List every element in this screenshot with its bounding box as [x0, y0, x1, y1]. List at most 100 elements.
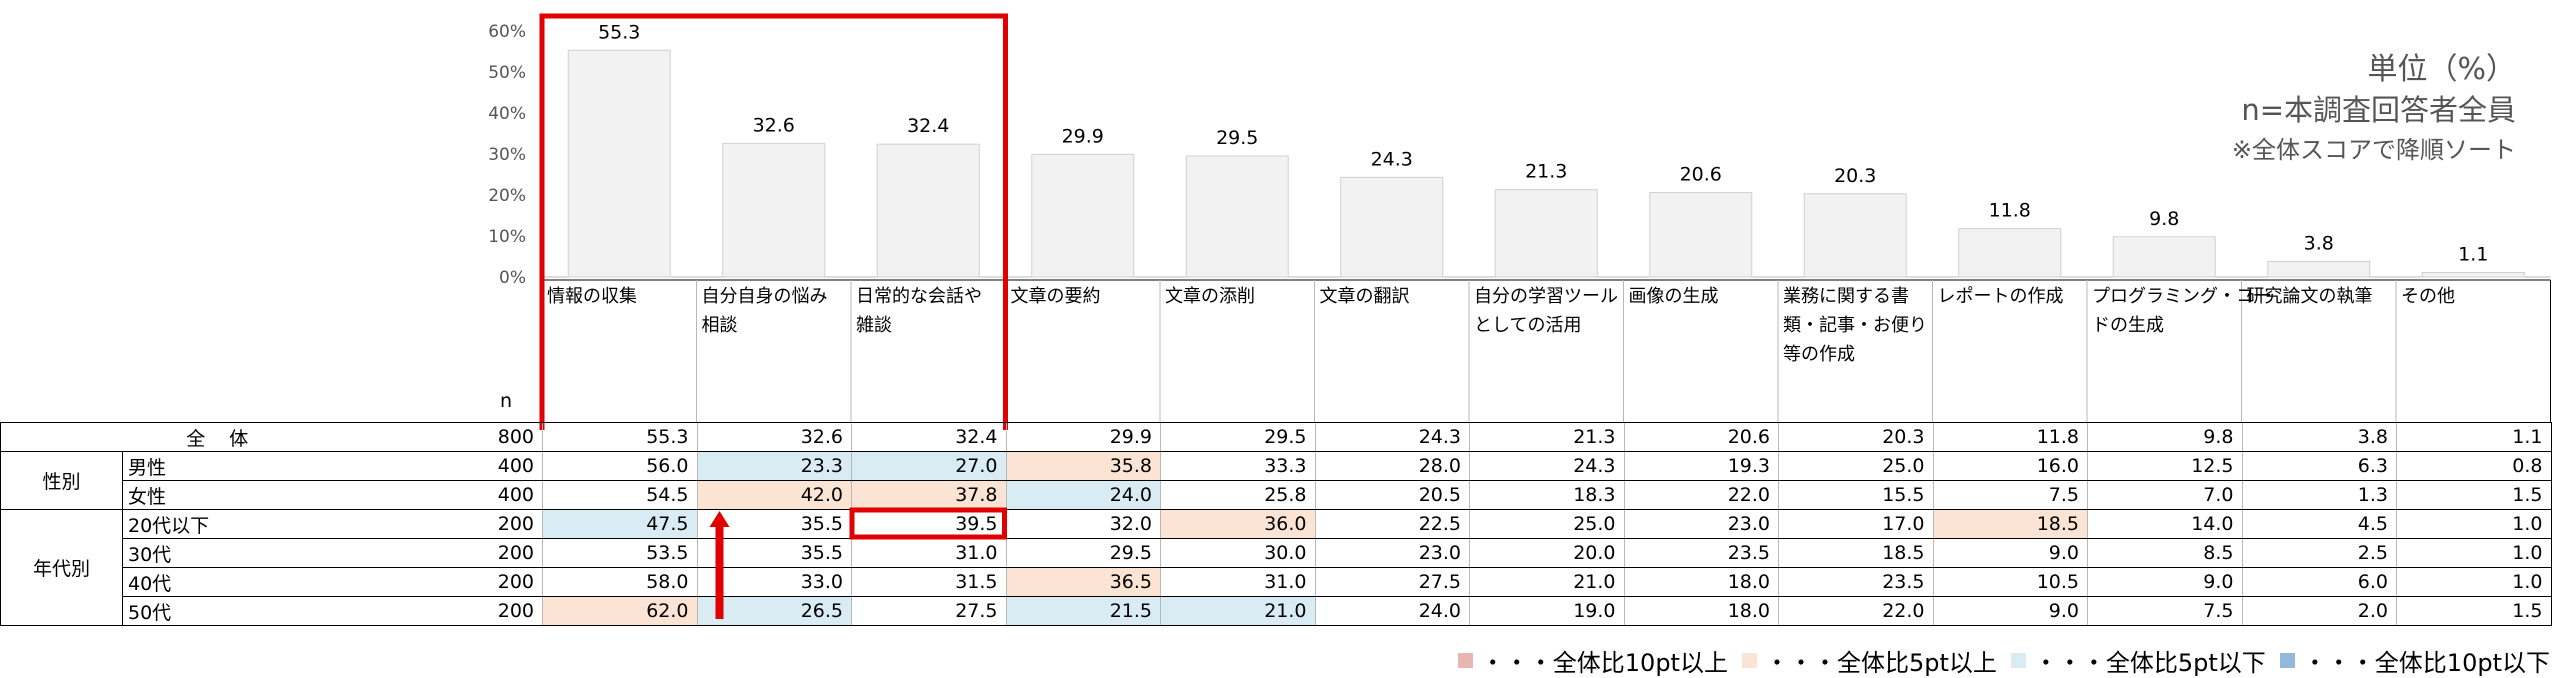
bar [1649, 192, 1753, 278]
legend-swatch [2010, 653, 2026, 668]
category-label: 自分自身の悩み [702, 286, 828, 307]
category-label: その他 [2401, 286, 2455, 307]
table-cell: 1.5 [2396, 596, 2552, 626]
table-cell: 1.0 [2396, 567, 2552, 597]
table-cell: 27.0 [851, 451, 1006, 481]
table-cell: 1.0 [2396, 509, 2552, 539]
legend-label: ・・・全体比10pt以下 [2302, 649, 2550, 677]
table-cell: 8.5 [2087, 538, 2242, 568]
legend-swatch [2279, 653, 2295, 668]
table-cell: 20.3 [1778, 422, 1933, 452]
category-label: 自分の学習ツール [1474, 286, 1618, 307]
table-row: 女性 400 54.5 42.0 37.8 24.0 25.8 20.5 18.3 22.0 15.… [1, 480, 2552, 510]
row-sub-label: 30代 [122, 538, 458, 568]
table-cell: 56.0 [542, 451, 697, 481]
table-cell: 4.5 [2241, 509, 2397, 539]
row-n-value: 200 [457, 538, 543, 568]
table-cell: 18.5 [1932, 509, 2088, 539]
table-cell: 37.8 [851, 480, 1006, 510]
bar [1185, 155, 1289, 278]
y-tick-label: 50% [488, 63, 526, 83]
row-group-label: 性別 [0, 451, 123, 510]
table-cell: 9.0 [1932, 538, 2088, 568]
table-cell: 20.6 [1623, 422, 1779, 452]
table-cell: 36.5 [1005, 567, 1161, 597]
crosstab-table: 全体 800 55.3 32.6 32.4 29.9 29.5 24.3 21.3 20.6 20.… [0, 422, 2552, 626]
bar [1803, 193, 1907, 278]
category-label: 雑談 [856, 315, 892, 336]
table-cell: 1.3 [2241, 480, 2397, 510]
table-cell: 15.5 [1778, 480, 1933, 510]
n-note: n=本調査回答者全員 [2241, 93, 2516, 127]
y-tick-label: 20% [488, 186, 526, 206]
table-row: 50代 200 62.0 26.5 27.5 21.5 21.0 24.0 19.0 18.0 22… [1, 596, 2552, 626]
row-n-value: 400 [457, 451, 543, 481]
row-n-value: 800 [457, 422, 543, 452]
table-cell: 10.5 [1932, 567, 2088, 597]
legend: ・・・全体比10pt以上 ・・・全体比5pt以上 ・・・全体比5pt以下 ・・・全体比… [1452, 643, 2550, 678]
category-label: 類・記事・お便り [1783, 315, 1927, 336]
bar [567, 49, 671, 278]
table-cell: 62.0 [542, 596, 697, 626]
bar [2421, 271, 2525, 278]
bar [876, 143, 980, 278]
table-cell: 31.0 [851, 538, 1006, 568]
table-cell: 18.3 [1469, 480, 1624, 510]
table-cell: 18.0 [1623, 596, 1779, 626]
table-cell: 18.0 [1623, 567, 1779, 597]
y-tick-label: 10% [488, 227, 526, 247]
table-cell: 35.5 [696, 509, 852, 539]
table-cell: 14.0 [2087, 509, 2242, 539]
table-cell: 0.8 [2396, 451, 2552, 481]
category-label: ドの生成 [2092, 315, 2164, 336]
bar-value-label: 1.1 [2458, 243, 2488, 265]
category-label: としての活用 [1474, 315, 1581, 336]
table-cell: 3.8 [2241, 422, 2397, 452]
table-cell: 33.0 [696, 567, 852, 597]
table-cell: 9.0 [2087, 567, 2242, 597]
table-cell: 27.5 [1314, 567, 1470, 597]
table-cell: 32.0 [1005, 509, 1161, 539]
table-cell: 23.3 [696, 451, 852, 481]
table-cell: 25.0 [1778, 451, 1933, 481]
table-cell: 26.5 [696, 596, 852, 626]
row-label-total: 全体 [0, 422, 458, 452]
bar [1494, 189, 1598, 278]
table-cell: 7.0 [2087, 480, 2242, 510]
chart-notes: 単位（%） n=本調査回答者全員 ※全体スコアで降順ソート [2232, 50, 2516, 170]
table-cell: 25.8 [1160, 480, 1315, 510]
y-tick-label: 30% [488, 145, 526, 165]
bar-value-label: 24.3 [1371, 148, 1413, 170]
table-cell: 24.3 [1314, 422, 1470, 452]
table-cell: 25.0 [1469, 509, 1624, 539]
row-n-value: 200 [457, 567, 543, 597]
table-cell: 21.3 [1469, 422, 1624, 452]
category-label: レポートの作成 [1938, 286, 2064, 307]
table-cell: 35.5 [696, 538, 852, 568]
table-cell: 1.5 [2396, 480, 2552, 510]
table-cell: 2.5 [2241, 538, 2397, 568]
table-cell: 21.0 [1469, 567, 1624, 597]
table-row: 40代 200 58.0 33.0 31.5 36.5 31.0 27.5 21.0 18.0 23… [1, 567, 2552, 597]
table-cell: 32.4 [851, 422, 1006, 452]
table-cell: 9.8 [2087, 422, 2242, 452]
table-cell: 16.0 [1932, 451, 2088, 481]
bar-value-label: 32.6 [753, 114, 795, 136]
table-cell: 28.0 [1314, 451, 1470, 481]
category-label: 等の作成 [1783, 344, 1855, 365]
table-cell: 54.5 [542, 480, 697, 510]
bar-value-label: 29.5 [1216, 127, 1258, 149]
table-cell: 53.5 [542, 538, 697, 568]
category-label: 業務に関する書 [1783, 286, 1909, 307]
table-cell: 21.5 [1005, 596, 1161, 626]
category-label: 日常的な会話や [856, 286, 982, 307]
bar [1958, 228, 2062, 278]
legend-label: ・・・全体比10pt以上 [1480, 649, 1728, 677]
table-cell: 30.0 [1160, 538, 1315, 568]
table-cell: 39.5 [851, 509, 1006, 539]
bar-value-label: 20.6 [1680, 164, 1722, 186]
category-label: 相談 [702, 315, 738, 336]
table-row: 全体 800 55.3 32.6 32.4 29.9 29.5 24.3 21.3 20.6 20.… [0, 422, 2552, 452]
table-cell: 21.0 [1160, 596, 1315, 626]
legend-label: ・・・全体比5pt以上 [1764, 649, 1997, 677]
